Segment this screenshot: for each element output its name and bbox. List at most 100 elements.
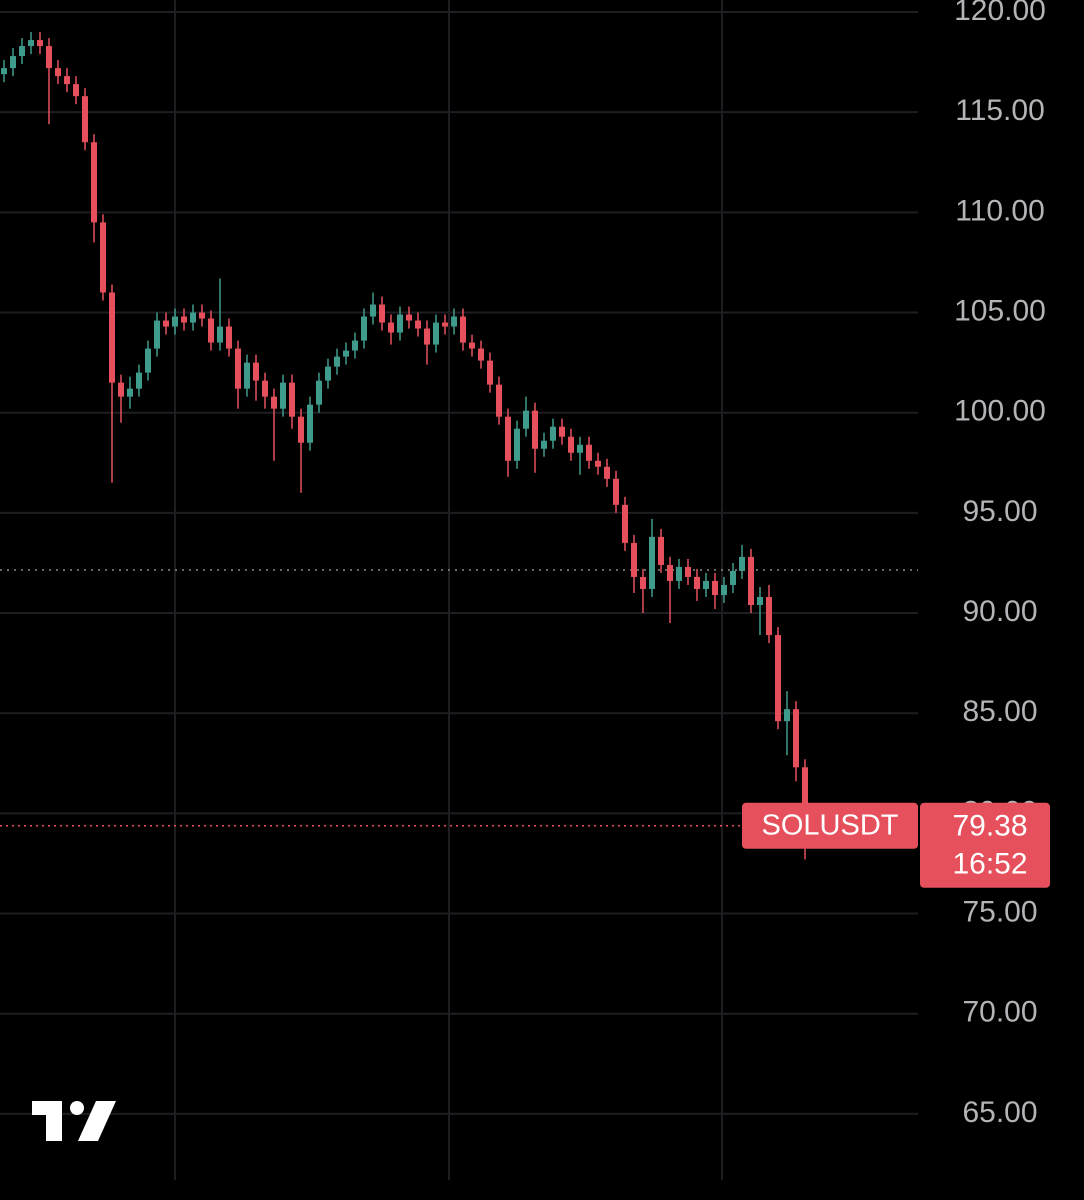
y-tick-label: 85.00 [962,695,1037,728]
y-tick-label: 120.00 [954,0,1046,27]
symbol-label-box [742,802,918,849]
candle-body [397,314,403,333]
candle-body [190,312,196,323]
candle-body [298,416,304,443]
candle-body [82,96,88,143]
candle-body [325,366,331,381]
logo-part [78,1101,116,1141]
candle-body [496,384,502,417]
candle-body [244,362,250,389]
candle-body [370,304,376,317]
candle-body [19,46,25,57]
candle-body [334,356,340,367]
candle-body [577,444,583,453]
candle-body [640,576,646,589]
candle-body [514,428,520,461]
candle-body [406,314,412,321]
candle-body [595,460,601,467]
last-price-label: 79.38 [952,810,1027,843]
candle-body [388,322,394,333]
candle-body [118,382,124,397]
candle-body [307,404,313,443]
candle-body [10,56,16,69]
candle-body [172,316,178,327]
candle-body [460,316,466,343]
candle-body [586,444,592,461]
candle-body [694,576,700,589]
candle-body [37,40,43,47]
candle-body [253,362,259,381]
y-tick-label: 100.00 [954,395,1046,428]
y-tick-label: 110.00 [955,194,1045,227]
candle-body [739,556,745,571]
candle-body [46,46,52,69]
candle-body [721,584,727,595]
candle-body [145,348,151,373]
candle-body [658,536,664,565]
candle-body [487,360,493,385]
candle-body [163,320,169,327]
candle-body [550,426,556,441]
logo-part [46,1101,62,1141]
candle-body [442,322,448,327]
candle-body [730,570,736,585]
candle-body [505,416,511,461]
candle-body [775,635,781,722]
tradingview-logo [32,1101,116,1141]
candle-body [622,504,628,543]
candle-body [136,372,142,389]
y-tick-label: 115.00 [955,94,1045,127]
candle-body [154,320,160,349]
price-label-box [920,802,1050,888]
candle-body [199,312,205,319]
candle-body [784,709,790,722]
candle-body [469,342,475,349]
candle-body [181,316,187,323]
candle-body [613,478,619,505]
candle-body [226,326,232,349]
candle-body [559,426,565,437]
candle-body [793,709,799,768]
y-tick-label: 105.00 [954,294,1046,327]
y-tick-label: 90.00 [962,595,1037,628]
candle-body [55,68,61,77]
candle-body [64,76,70,85]
candle-body [289,382,295,417]
candle-body [343,350,349,357]
candle-body [703,580,709,589]
symbol-label: SOLUSDT [762,809,899,841]
candle-body [271,396,277,409]
candle-body [604,466,610,479]
candle-body [676,566,682,581]
candle-body [91,142,97,223]
candle-body [127,388,133,397]
candle-body [451,316,457,327]
candle-body [478,348,484,361]
candle-body [685,566,691,577]
candle-body [352,340,358,351]
candle-body [568,436,574,453]
candle-body [631,542,637,577]
y-tick-label: 75.00 [962,895,1037,928]
candle-body [748,556,754,606]
candle-body [712,580,718,595]
logo-part [70,1101,84,1115]
candle-body [262,380,268,397]
candle-body [415,320,421,329]
candle-body [757,596,763,606]
candle-body [667,564,673,581]
candle-body [532,410,538,449]
countdown-label: 16:52 [952,848,1027,881]
candle-body [424,328,430,345]
candle-body [217,326,223,343]
candle-body [280,382,286,409]
candle-body [109,292,115,383]
candle-body [541,440,547,449]
candle-body [100,222,106,293]
candle-body [523,410,529,429]
candle-body [1,68,7,75]
candle-body [316,380,322,405]
y-tick-label: 70.00 [962,996,1037,1029]
candle-body [433,322,439,345]
